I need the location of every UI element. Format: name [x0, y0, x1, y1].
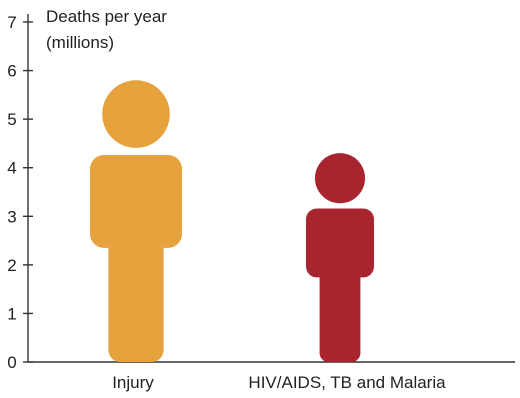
- category-label-0: Injury: [112, 373, 154, 392]
- y-tick-label: 3: [7, 207, 16, 226]
- y-axis-label-line-2: (millions): [46, 33, 114, 52]
- y-ticks: 0 1 2 3 4 5 6 7: [7, 13, 33, 372]
- y-tick-label: 0: [7, 353, 16, 372]
- figure-legs: [108, 219, 164, 362]
- axes: [27, 14, 515, 363]
- y-tick-label: 6: [7, 62, 16, 81]
- figure-head: [314, 153, 366, 204]
- category-labels: Injury HIV/AIDS, TB and Malaria: [112, 373, 446, 392]
- y-tick-label: 1: [7, 304, 16, 323]
- category-label-1: HIV/AIDS, TB and Malaria: [248, 373, 446, 392]
- y-tick-label: 7: [7, 13, 16, 32]
- y-tick-label: 2: [7, 256, 16, 275]
- y-axis-label-line-1: Deaths per year: [46, 7, 167, 26]
- figure-head: [102, 80, 170, 148]
- y-tick-label: 4: [7, 159, 16, 178]
- y-tick-label: 5: [7, 110, 16, 129]
- bar-figure-1: [306, 153, 374, 362]
- figure-legs: [319, 255, 361, 362]
- bar-figure-0: [90, 80, 182, 362]
- bar-figures: [90, 80, 374, 362]
